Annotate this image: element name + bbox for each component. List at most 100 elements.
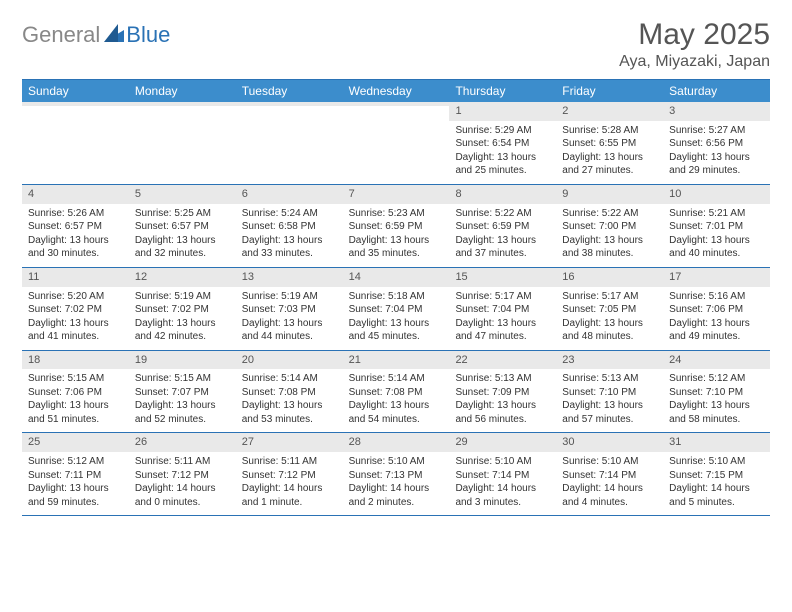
weekday-header: Tuesday — [236, 80, 343, 102]
day-cell: 19Sunrise: 5:15 AMSunset: 7:07 PMDayligh… — [129, 351, 236, 433]
weekday-header: Wednesday — [343, 80, 450, 102]
day-body — [129, 106, 236, 115]
day-body: Sunrise: 5:23 AMSunset: 6:59 PMDaylight:… — [343, 204, 450, 267]
weekday-header-row: Sunday Monday Tuesday Wednesday Thursday… — [22, 80, 770, 102]
day-cell: 25Sunrise: 5:12 AMSunset: 7:11 PMDayligh… — [22, 433, 129, 515]
sunset-text: Sunset: 6:59 PM — [455, 220, 550, 234]
daylight-text: Daylight: 13 hours and 57 minutes. — [562, 399, 657, 426]
day-number: 7 — [343, 185, 450, 204]
day-number: 28 — [343, 433, 450, 452]
sunrise-text: Sunrise: 5:17 AM — [562, 290, 657, 304]
day-cell: 12Sunrise: 5:19 AMSunset: 7:02 PMDayligh… — [129, 268, 236, 350]
daylight-text: Daylight: 13 hours and 38 minutes. — [562, 234, 657, 261]
day-cell: 23Sunrise: 5:13 AMSunset: 7:10 PMDayligh… — [556, 351, 663, 433]
day-number: 2 — [556, 102, 663, 121]
sunrise-text: Sunrise: 5:11 AM — [242, 455, 337, 469]
sunset-text: Sunset: 7:14 PM — [455, 469, 550, 483]
location-subtitle: Aya, Miyazaki, Japan — [619, 53, 770, 71]
sunrise-text: Sunrise: 5:11 AM — [135, 455, 230, 469]
sunrise-text: Sunrise: 5:10 AM — [349, 455, 444, 469]
daylight-text: Daylight: 13 hours and 45 minutes. — [349, 317, 444, 344]
logo-text-blue: Blue — [126, 22, 170, 48]
day-cell: 4Sunrise: 5:26 AMSunset: 6:57 PMDaylight… — [22, 185, 129, 267]
day-body: Sunrise: 5:22 AMSunset: 6:59 PMDaylight:… — [449, 204, 556, 267]
day-body: Sunrise: 5:11 AMSunset: 7:12 PMDaylight:… — [236, 452, 343, 515]
day-number: 19 — [129, 351, 236, 370]
day-body: Sunrise: 5:29 AMSunset: 6:54 PMDaylight:… — [449, 121, 556, 184]
sunrise-text: Sunrise: 5:28 AM — [562, 124, 657, 138]
sunrise-text: Sunrise: 5:21 AM — [669, 207, 764, 221]
sunset-text: Sunset: 6:59 PM — [349, 220, 444, 234]
sunset-text: Sunset: 7:01 PM — [669, 220, 764, 234]
sunrise-text: Sunrise: 5:20 AM — [28, 290, 123, 304]
daylight-text: Daylight: 13 hours and 32 minutes. — [135, 234, 230, 261]
day-number: 26 — [129, 433, 236, 452]
sunset-text: Sunset: 7:10 PM — [562, 386, 657, 400]
sunset-text: Sunset: 7:06 PM — [28, 386, 123, 400]
day-cell: 13Sunrise: 5:19 AMSunset: 7:03 PMDayligh… — [236, 268, 343, 350]
sunrise-text: Sunrise: 5:22 AM — [562, 207, 657, 221]
day-number: 11 — [22, 268, 129, 287]
daylight-text: Daylight: 13 hours and 41 minutes. — [28, 317, 123, 344]
daylight-text: Daylight: 13 hours and 40 minutes. — [669, 234, 764, 261]
sunset-text: Sunset: 7:03 PM — [242, 303, 337, 317]
logo-text-general: General — [22, 22, 100, 48]
daylight-text: Daylight: 13 hours and 30 minutes. — [28, 234, 123, 261]
day-cell: 31Sunrise: 5:10 AMSunset: 7:15 PMDayligh… — [663, 433, 770, 515]
daylight-text: Daylight: 13 hours and 44 minutes. — [242, 317, 337, 344]
sunset-text: Sunset: 6:57 PM — [28, 220, 123, 234]
sunrise-text: Sunrise: 5:12 AM — [28, 455, 123, 469]
daylight-text: Daylight: 13 hours and 29 minutes. — [669, 151, 764, 178]
weekday-header: Friday — [556, 80, 663, 102]
sunrise-text: Sunrise: 5:25 AM — [135, 207, 230, 221]
daylight-text: Daylight: 13 hours and 56 minutes. — [455, 399, 550, 426]
day-number: 17 — [663, 268, 770, 287]
daylight-text: Daylight: 14 hours and 0 minutes. — [135, 482, 230, 509]
day-cell: 22Sunrise: 5:13 AMSunset: 7:09 PMDayligh… — [449, 351, 556, 433]
sunrise-text: Sunrise: 5:15 AM — [28, 372, 123, 386]
sunrise-text: Sunrise: 5:19 AM — [242, 290, 337, 304]
sunrise-text: Sunrise: 5:18 AM — [349, 290, 444, 304]
day-number: 22 — [449, 351, 556, 370]
calendar-page: General Blue May 2025 Aya, Miyazaki, Jap… — [0, 0, 792, 612]
day-cell — [343, 102, 450, 184]
day-cell — [236, 102, 343, 184]
day-number: 8 — [449, 185, 556, 204]
daylight-text: Daylight: 13 hours and 33 minutes. — [242, 234, 337, 261]
day-cell: 26Sunrise: 5:11 AMSunset: 7:12 PMDayligh… — [129, 433, 236, 515]
daylight-text: Daylight: 13 hours and 42 minutes. — [135, 317, 230, 344]
day-body: Sunrise: 5:26 AMSunset: 6:57 PMDaylight:… — [22, 204, 129, 267]
daylight-text: Daylight: 13 hours and 54 minutes. — [349, 399, 444, 426]
daylight-text: Daylight: 13 hours and 51 minutes. — [28, 399, 123, 426]
day-number: 20 — [236, 351, 343, 370]
sunrise-text: Sunrise: 5:10 AM — [562, 455, 657, 469]
day-number: 10 — [663, 185, 770, 204]
day-body: Sunrise: 5:13 AMSunset: 7:10 PMDaylight:… — [556, 369, 663, 432]
daylight-text: Daylight: 13 hours and 59 minutes. — [28, 482, 123, 509]
weekday-header: Sunday — [22, 80, 129, 102]
sunset-text: Sunset: 6:58 PM — [242, 220, 337, 234]
day-cell: 21Sunrise: 5:14 AMSunset: 7:08 PMDayligh… — [343, 351, 450, 433]
day-number: 4 — [22, 185, 129, 204]
day-body: Sunrise: 5:11 AMSunset: 7:12 PMDaylight:… — [129, 452, 236, 515]
day-number: 16 — [556, 268, 663, 287]
day-cell: 1Sunrise: 5:29 AMSunset: 6:54 PMDaylight… — [449, 102, 556, 184]
sunrise-text: Sunrise: 5:10 AM — [669, 455, 764, 469]
day-body: Sunrise: 5:14 AMSunset: 7:08 PMDaylight:… — [343, 369, 450, 432]
day-number: 23 — [556, 351, 663, 370]
day-number: 5 — [129, 185, 236, 204]
daylight-text: Daylight: 13 hours and 47 minutes. — [455, 317, 550, 344]
sunrise-text: Sunrise: 5:17 AM — [455, 290, 550, 304]
day-number: 25 — [22, 433, 129, 452]
day-number: 6 — [236, 185, 343, 204]
daylight-text: Daylight: 14 hours and 2 minutes. — [349, 482, 444, 509]
day-body — [343, 106, 450, 115]
logo-mark-icon — [104, 24, 124, 47]
daylight-text: Daylight: 13 hours and 35 minutes. — [349, 234, 444, 261]
day-body — [22, 106, 129, 115]
calendar-grid: Sunday Monday Tuesday Wednesday Thursday… — [22, 79, 770, 516]
day-number: 24 — [663, 351, 770, 370]
day-body — [236, 106, 343, 115]
day-cell: 14Sunrise: 5:18 AMSunset: 7:04 PMDayligh… — [343, 268, 450, 350]
sunset-text: Sunset: 6:57 PM — [135, 220, 230, 234]
